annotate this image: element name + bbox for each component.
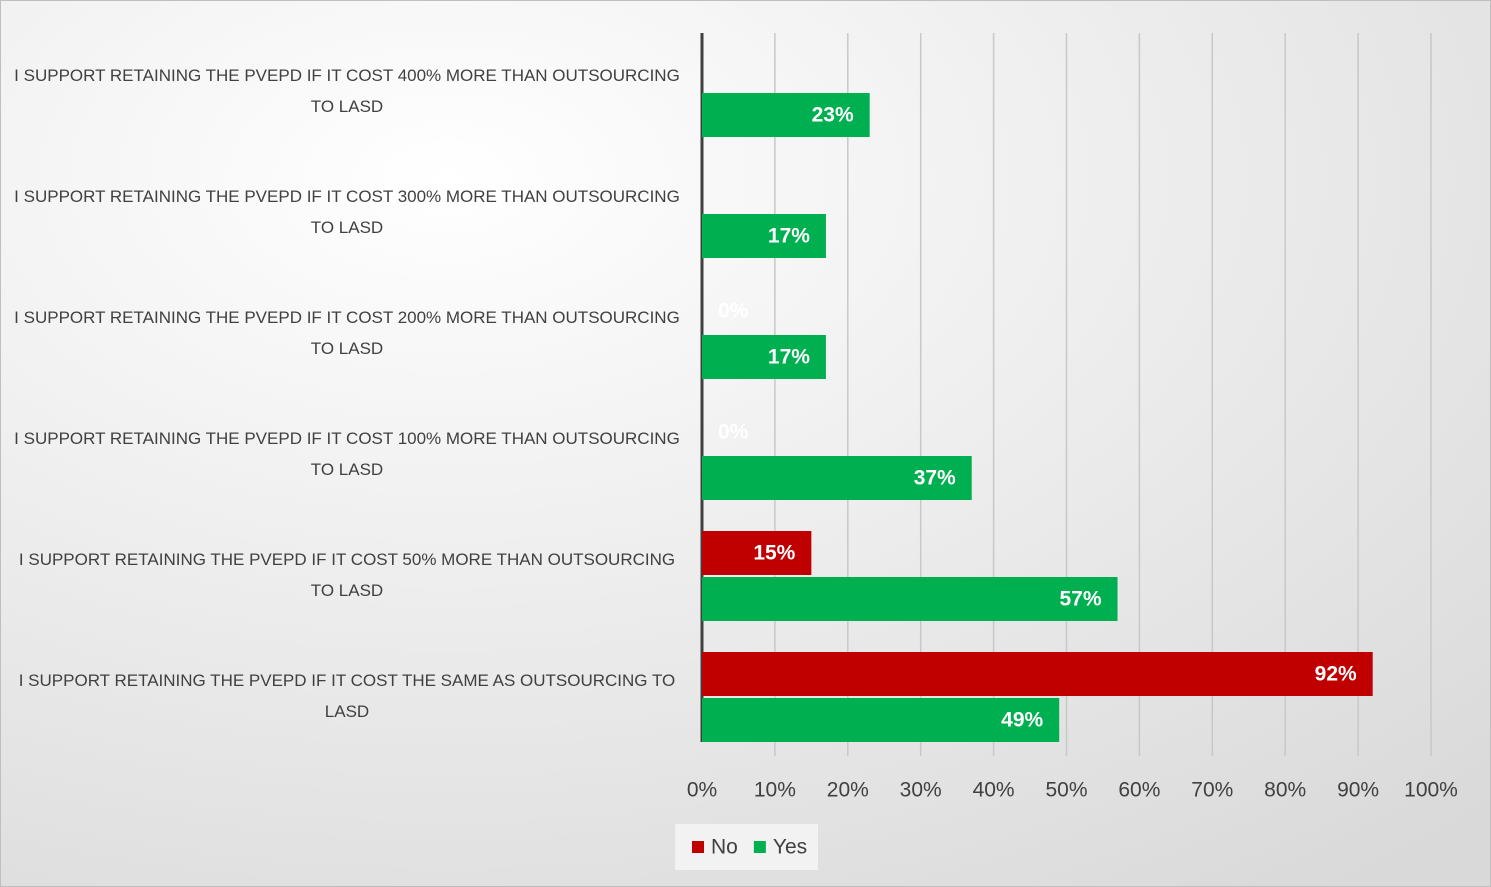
- x-tick-label: 20%: [827, 779, 869, 802]
- category-text: I SUPPORT RETAINING THE PVEPD IF IT COST…: [14, 187, 680, 237]
- legend-swatch: [753, 841, 766, 853]
- bar: [702, 577, 1118, 621]
- bar: [702, 335, 826, 379]
- data-label: 15%: [753, 542, 795, 565]
- category-text: I SUPPORT RETAINING THE PVEPD IF IT COST…: [14, 308, 680, 358]
- x-tick-label: 10%: [754, 779, 796, 802]
- x-tick-label: 70%: [1191, 779, 1233, 802]
- data-label: 0%: [718, 300, 749, 323]
- x-tick-label: 90%: [1337, 779, 1379, 802]
- data-label: 37%: [914, 467, 956, 490]
- category-label: I SUPPORT RETAINING THE PVEPD IF IT COST…: [14, 66, 680, 116]
- category-text: I SUPPORT RETAINING THE PVEPD IF IT COST…: [14, 429, 680, 479]
- category-text: I SUPPORT RETAINING THE PVEPD IF IT COST…: [18, 550, 676, 600]
- data-label: 17%: [768, 346, 810, 369]
- legend-label: No: [711, 836, 738, 859]
- x-tick-label: 80%: [1264, 779, 1306, 802]
- bar: [702, 652, 1373, 696]
- category-label: I SUPPORT RETAINING THE PVEPD IF IT COST…: [18, 671, 676, 721]
- bar: [702, 698, 1060, 742]
- category-text: I SUPPORT RETAINING THE PVEPD IF IT COST…: [18, 671, 676, 721]
- bar: [702, 456, 972, 500]
- x-tick-label: 0%: [687, 779, 717, 802]
- bar: [702, 93, 870, 137]
- data-label: 92%: [1315, 663, 1357, 686]
- category-text: I SUPPORT RETAINING THE PVEPD IF IT COST…: [14, 66, 680, 116]
- x-tick-label: 40%: [973, 779, 1015, 802]
- x-tick-label: 100%: [1404, 779, 1458, 802]
- category-label: I SUPPORT RETAINING THE PVEPD IF IT COST…: [14, 187, 680, 237]
- bar: [702, 214, 826, 258]
- category-label: I SUPPORT RETAINING THE PVEPD IF IT COST…: [18, 550, 676, 600]
- data-label: 57%: [1059, 588, 1101, 611]
- bar: [702, 531, 812, 575]
- category-label: I SUPPORT RETAINING THE PVEPD IF IT COST…: [14, 429, 680, 479]
- legend-label: Yes: [773, 836, 807, 859]
- category-label: I SUPPORT RETAINING THE PVEPD IF IT COST…: [14, 308, 680, 358]
- x-tick-label: 60%: [1118, 779, 1160, 802]
- data-label: 49%: [1001, 709, 1043, 732]
- x-tick-label: 50%: [1045, 779, 1087, 802]
- data-label: 17%: [768, 225, 810, 248]
- legend-swatch: [692, 841, 704, 853]
- x-tick-label: 30%: [900, 779, 942, 802]
- data-label: 0%: [718, 421, 749, 444]
- data-label: 23%: [812, 104, 854, 127]
